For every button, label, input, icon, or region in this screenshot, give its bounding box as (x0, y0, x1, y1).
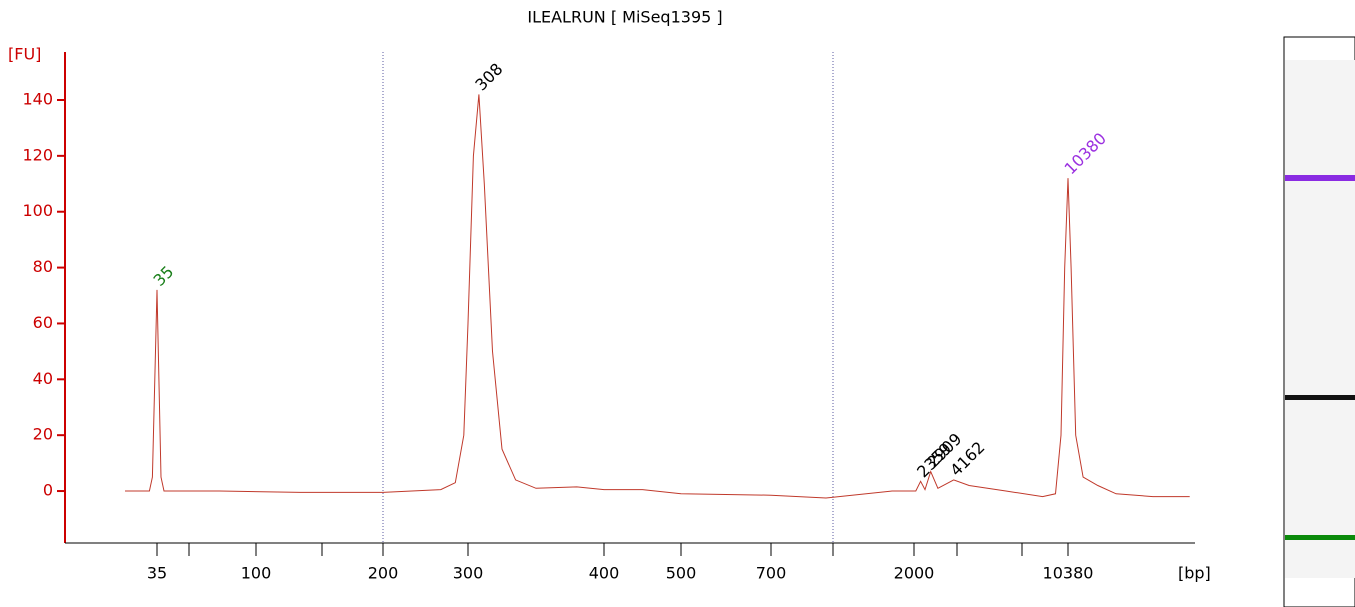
y-tick-label: 80 (33, 257, 53, 276)
x-tick-label: 100 (241, 564, 272, 583)
minor-ticks (188, 543, 1023, 556)
y-tick-label: 100 (22, 201, 53, 220)
x-tick-label: 500 (666, 564, 697, 583)
chart-title: ILEALRUN [ MiSeq1395 ] (527, 8, 722, 27)
peak-label: 10380 (1061, 129, 1110, 178)
x-tick-label: 35 (147, 564, 167, 583)
y-tick-label: 20 (33, 425, 53, 444)
x-tick-label: 10380 (1043, 564, 1094, 583)
x-axis-label: [bp] (1178, 564, 1211, 583)
y-tick-label: 0 (43, 481, 53, 500)
gel-band (1285, 395, 1355, 400)
gel-background (1285, 60, 1355, 578)
y-tick-label: 120 (22, 145, 53, 164)
gel-band (1285, 175, 1355, 181)
y-tick-label: 140 (22, 89, 53, 108)
gel-band (1285, 535, 1355, 540)
x-tick-label: 2000 (894, 564, 935, 583)
x-tick-label: 300 (453, 564, 484, 583)
x-tick-label: 400 (589, 564, 620, 583)
y-tick-label: 60 (33, 313, 53, 332)
peak-label: 35 (150, 262, 178, 290)
trace-line (125, 94, 1190, 499)
x-tick-label: 700 (756, 564, 787, 583)
y-tick-label: 40 (33, 369, 53, 388)
y-axis-label: [FU] (8, 45, 41, 64)
gel-lane (1283, 36, 1355, 607)
peak-label: 308 (471, 59, 506, 94)
x-tick-label: 200 (368, 564, 399, 583)
